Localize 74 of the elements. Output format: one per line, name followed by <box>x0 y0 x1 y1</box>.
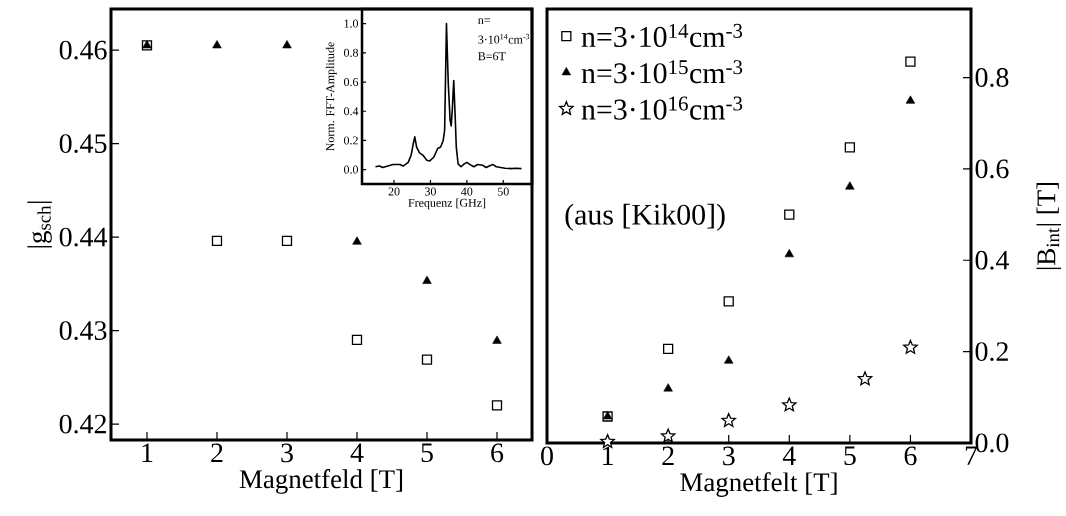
y-tick-label: 0.2 <box>975 342 1008 362</box>
x-tick-label: 40 <box>461 187 473 196</box>
legend-label: n=3·10$^{15}$cm$^{-3}$ <box>581 60 743 84</box>
x-tick-label: 1 <box>603 446 613 465</box>
y-tick-label: 0.8 <box>343 48 359 57</box>
point <box>663 343 674 355</box>
y-tick-label: 0.42 <box>59 414 106 434</box>
x-axis-title: Frequenz [GHz] <box>408 198 486 210</box>
y-tick-label: 0.45 <box>59 134 107 154</box>
x-tick-label: 2 <box>662 446 674 465</box>
point <box>844 142 856 153</box>
x-tick-label: 5 <box>421 443 433 463</box>
x-tick-label: 2 <box>211 443 223 462</box>
y-tick-label: 0.8 <box>975 68 1009 87</box>
point <box>212 40 222 49</box>
y-axis-title: |g$_{sch}$| <box>27 201 52 248</box>
annotation: B=6T <box>478 52 506 61</box>
x-tick-label: 7 <box>965 446 978 465</box>
x-tick-label: 1 <box>142 443 153 462</box>
y-tick-label: 0.4 <box>343 107 359 116</box>
legend-label: n=3·10$^{16}$cm$^{-3}$ <box>581 96 743 120</box>
annotation: (aus [Kik00]) <box>565 203 725 231</box>
point <box>211 235 223 247</box>
x-axis-title: Magnetfeld [T] <box>239 469 403 494</box>
point <box>282 40 292 49</box>
x-tick-label: 20 <box>388 187 400 196</box>
point <box>491 400 503 411</box>
x-tick-label: 0 <box>541 446 553 466</box>
point <box>663 383 673 392</box>
point <box>600 433 615 448</box>
y-tick-label: 0.46 <box>59 40 107 60</box>
x-tick-label: 4 <box>350 443 364 462</box>
x-tick-label: 30 <box>425 187 436 196</box>
y-axis-title: |B$_{int}$| [T] <box>1036 182 1061 270</box>
point <box>845 181 855 190</box>
x-tick-label: 3 <box>281 443 293 463</box>
y-tick-label: 0.6 <box>975 159 1009 179</box>
point <box>421 354 433 365</box>
y-tick-label: 1.0 <box>344 19 359 28</box>
legend-label: n=3·10$^{14}$cm$^{-3}$ <box>581 23 743 48</box>
point <box>352 236 362 245</box>
x-tick-label: 50 <box>497 187 509 196</box>
point <box>784 249 794 258</box>
y-tick-label: 0.4 <box>975 250 1009 270</box>
y-tick-label: 0.0 <box>343 165 359 174</box>
annotation: 3·10$^{14}$cm$^{-3}$ <box>478 33 530 44</box>
point <box>781 397 797 412</box>
annotation: n= <box>478 18 490 25</box>
x-tick-label: 6 <box>491 443 504 463</box>
point <box>660 428 676 443</box>
y-tick-label: 0.0 <box>975 433 1009 453</box>
line-series <box>374 22 523 170</box>
point <box>281 235 293 247</box>
x-tick-label: 4 <box>782 446 796 465</box>
point <box>724 355 734 364</box>
x-tick-label: 3 <box>723 446 735 466</box>
point <box>784 209 795 220</box>
point <box>857 371 873 386</box>
y-tick-label: 0.2 <box>343 136 358 145</box>
y-axis-title: Norm. FFT-Amplitude <box>325 42 337 151</box>
x-tick-label: 6 <box>904 446 917 466</box>
x-axis-title: Magnetfelt [T] <box>680 472 837 497</box>
y-tick-label: 0.44 <box>59 227 108 247</box>
point <box>905 56 916 67</box>
point <box>492 335 502 344</box>
point <box>721 412 737 427</box>
y-tick-label: 0.6 <box>343 77 359 87</box>
y-tick-label: 0.43 <box>59 321 107 341</box>
point <box>903 339 918 354</box>
point <box>351 334 363 346</box>
point <box>422 275 432 284</box>
point <box>723 296 734 307</box>
x-tick-label: 5 <box>844 446 856 466</box>
point <box>905 95 916 104</box>
